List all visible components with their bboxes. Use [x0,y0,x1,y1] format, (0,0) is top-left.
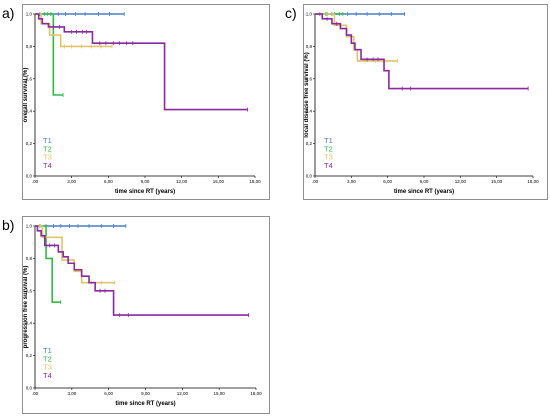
x-tick-label: 6,00 [383,179,392,184]
survival-line-t3 [315,13,398,62]
survival-line-t3 [35,225,115,284]
y-tick-label: 0,0 [26,386,33,391]
y-tick-label: 0,0 [306,174,313,179]
x-tick-label: 12,00 [176,179,188,184]
y-tick-label: 0,2 [306,141,313,146]
survival-line-t4 [35,13,248,111]
y-tick-label: 1,0 [306,12,313,17]
y-tick-label: 0,6 [26,288,33,293]
legend-entry-t3: T3 [43,363,52,372]
legend-entry-t3: T3 [43,153,52,162]
x-tick-label: 12,00 [455,179,467,184]
y-tick-label: 0,8 [26,256,33,261]
x-tick-label: 12,00 [177,391,189,396]
y-axis-title: progression free survival (%) [23,266,29,349]
x-tick-label: 9,00 [420,179,429,184]
y-tick-label: 0,4 [26,321,33,326]
x-tick-label: 15,00 [213,179,225,184]
x-tick-label: 15,00 [491,179,503,184]
y-axis-title: overall survival (%) [23,68,29,123]
y-tick-label: 1,0 [26,224,33,229]
x-tick-label: .00 [32,179,39,184]
legend-entry-t2: T2 [43,144,52,153]
legend-entry-t4: T4 [43,371,52,380]
x-tick-label: 3,00 [67,391,76,396]
panel-label-a: a) [2,5,15,21]
legend-entry-t1: T1 [324,136,333,145]
legend-entry-t1: T1 [43,346,52,355]
survival-line-t2 [35,225,61,303]
legend-entry-t4: T4 [324,161,333,170]
x-tick-label: 6,00 [104,391,113,396]
x-axis-title: time since RT (years) [394,189,454,195]
y-tick-label: 0,6 [26,76,33,81]
x-tick-label: 15,00 [214,391,226,396]
y-tick-label: 0,8 [26,44,33,49]
legend-entry-t1: T1 [43,136,52,145]
chart-progression-free-survival: 0,0 0,2 0,4 0,6 0,8 1,0 .00 3,00 6,00 9,00 12,00 15… [22,216,270,414]
x-tick-label: 18,00 [250,391,262,396]
x-tick-label: .00 [32,391,39,396]
x-tick-label: 6,00 [104,179,113,184]
x-tick-label: 3,00 [347,179,356,184]
x-tick-label: 9,00 [141,391,150,396]
x-tick-label: 9,00 [141,179,150,184]
y-tick-label: 0,6 [306,76,313,81]
x-axis-title: time since RT (years) [115,401,175,407]
survival-line-t2 [35,13,64,96]
x-tick-label: 18,00 [249,179,261,184]
y-tick-label: 0,2 [26,353,33,358]
chart-overall-survival: 0,0 0,2 0,4 0,6 0,8 1,0 .00 3,00 6,00 9,00 12,00 15… [22,4,270,200]
x-tick-label: 18,00 [527,179,539,184]
legend-entry-t2: T2 [324,144,333,153]
y-tick-label: 0,4 [306,109,313,114]
y-tick-label: 1,0 [26,12,33,17]
survival-line-t3 [35,13,112,48]
survival-line-t4 [35,225,249,316]
y-tick-label: 0,2 [26,141,33,146]
chart-svg-progression-free-survival: 0,0 0,2 0,4 0,6 0,8 1,0 .00 3,00 6,00 9,00 12,00 15… [23,224,262,408]
y-tick-label: 0,8 [306,44,313,49]
x-axis-title: time since RT (years) [115,189,175,195]
chart-svg-local-disease-free-survival: 0,0 0,2 0,4 0,6 0,8 1,0 .00 3,00 6,00 9,00 12,00 15… [304,12,539,196]
panel-label-c: c) [285,5,297,21]
x-tick-label: 3,00 [67,179,76,184]
y-axis-title: local disease free survival (%) [304,52,310,137]
chart-svg-overall-survival: 0,0 0,2 0,4 0,6 0,8 1,0 .00 3,00 6,00 9,00 12,00 15… [23,12,261,196]
survival-line-t4 [315,13,529,90]
chart-local-disease-free-survival: 0,0 0,2 0,4 0,6 0,8 1,0 .00 3,00 6,00 9,00 12,00 15… [303,4,548,200]
legend-entry-t2: T2 [43,354,52,363]
legend-entry-t4: T4 [43,161,52,170]
y-tick-label: 0,4 [26,109,33,114]
legend-entry-t3: T3 [324,153,333,162]
x-tick-label: .00 [312,179,319,184]
y-tick-label: 0,0 [26,174,33,179]
panel-label-b: b) [2,217,15,233]
